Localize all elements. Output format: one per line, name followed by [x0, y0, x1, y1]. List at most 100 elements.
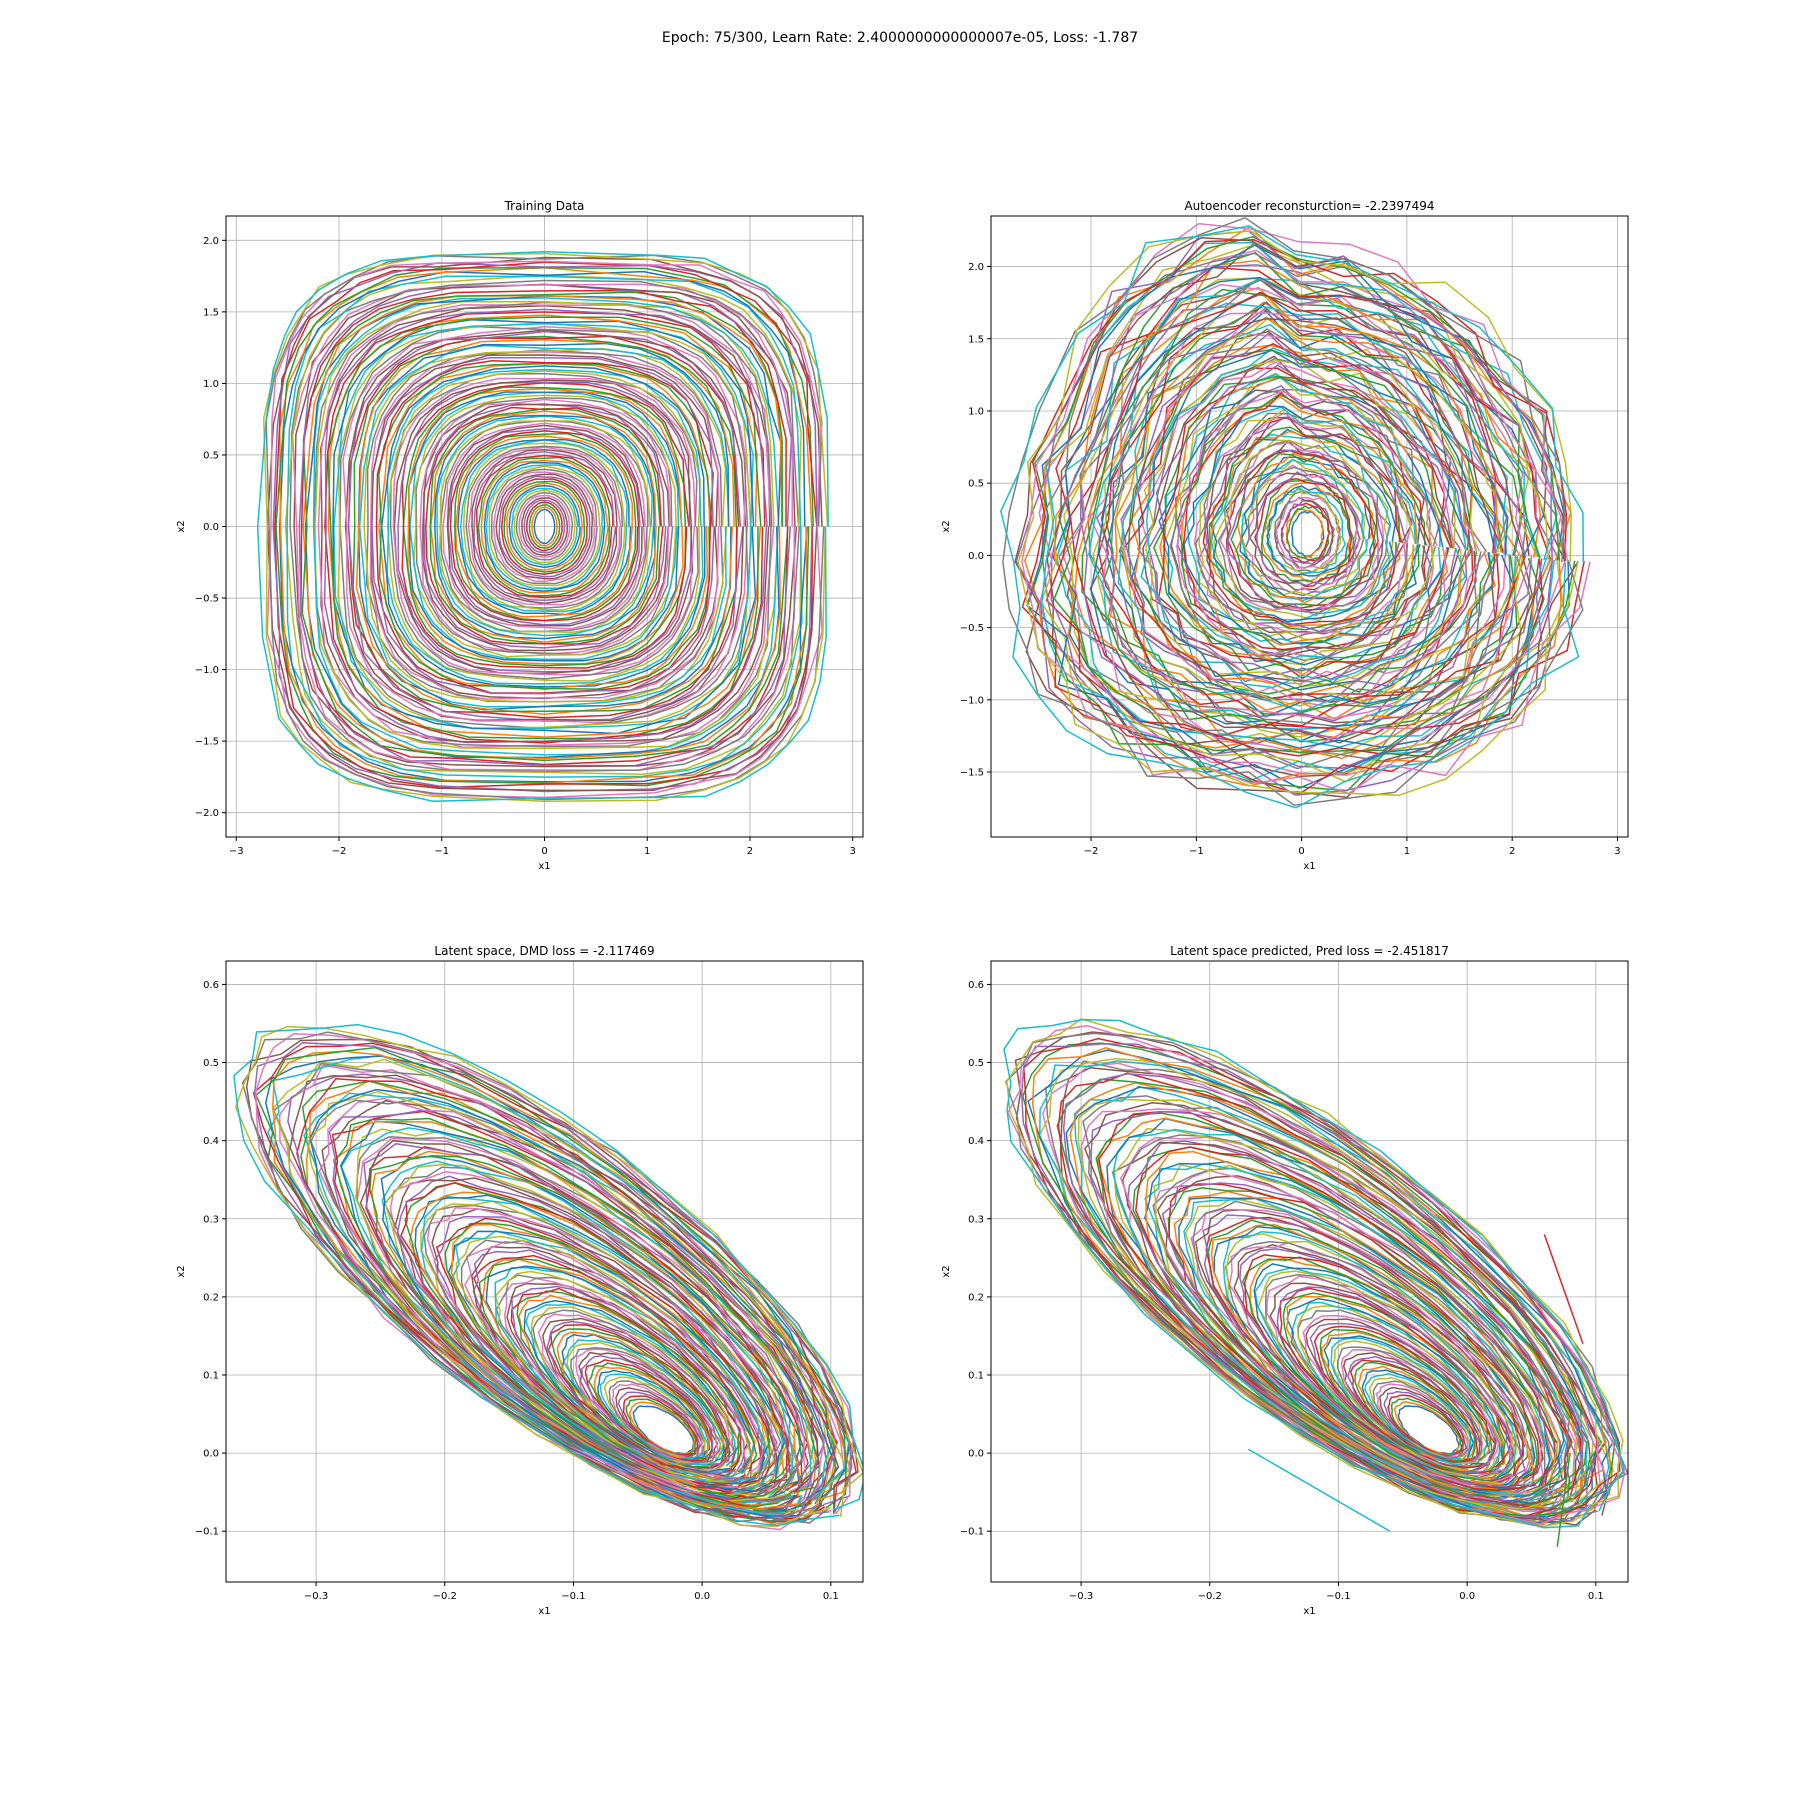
x-tick-label: 0 — [541, 846, 547, 857]
x-axis-label: x1 — [1303, 861, 1315, 872]
orbit-line — [1184, 1197, 1551, 1495]
orbit-line — [1014, 237, 1579, 799]
orbit-line — [1336, 1346, 1483, 1467]
x-tick-label: 0 — [1298, 846, 1304, 857]
x-tick-label: −1 — [434, 846, 449, 857]
subplot-title: Latent space predicted, Pred loss = -2.4… — [1170, 944, 1449, 958]
orbit-line — [256, 251, 829, 802]
orbit-line — [500, 478, 589, 575]
y-tick-label: 0.5 — [968, 479, 984, 490]
orbit-line — [386, 370, 701, 682]
orbit-line — [1230, 453, 1377, 607]
subplot-1: −3 −2 −1 0 1 2 3 −2.0 −1.5 −1.0 −0.5 0.0 0.5 1.0 1.5 2.… — [176, 199, 864, 872]
orbit-line — [449, 430, 640, 622]
orbit-line — [1087, 301, 1512, 728]
orbit-line — [344, 329, 747, 722]
orbit-line — [462, 442, 626, 611]
orbit-line — [1040, 244, 1564, 783]
x-tick-label: 3 — [1614, 846, 1620, 857]
x-tick-label: −0.2 — [1198, 1591, 1222, 1602]
x-tick-label: 0.1 — [1588, 1591, 1604, 1602]
y-tick-label: 0.0 — [203, 1449, 219, 1460]
orbit-line — [363, 347, 728, 703]
orbit-line — [393, 379, 694, 675]
orbit-line — [1053, 251, 1545, 754]
y-axis-label: x2 — [176, 520, 187, 532]
orbit-line — [483, 461, 606, 592]
orbit-line — [1152, 375, 1454, 672]
y-tick-label: −1.5 — [960, 768, 984, 779]
orbit-line — [1142, 355, 1461, 683]
orbit-line — [381, 1160, 794, 1502]
orbit-line — [1176, 393, 1426, 652]
orbit-line — [1120, 332, 1486, 708]
orbit-line — [266, 260, 823, 799]
orbit-line — [278, 270, 808, 783]
orbit-line — [442, 422, 646, 630]
orbit-line — [422, 402, 670, 652]
orbit-line — [1210, 428, 1396, 623]
orbit-line — [425, 406, 664, 645]
y-tick-label: 0.5 — [203, 1058, 219, 1069]
y-tick-label: −1.5 — [195, 737, 219, 748]
y-tick-label: 0.3 — [968, 1214, 984, 1225]
orbit-line — [359, 1139, 809, 1508]
axes-frame — [990, 215, 1629, 838]
orbit-line — [1058, 278, 1531, 755]
orbit-line — [1178, 1196, 1551, 1492]
orbit-line — [1153, 1163, 1560, 1499]
orbit-line — [1387, 1394, 1464, 1457]
orbit-line — [327, 316, 762, 740]
y-tick-label: 1.5 — [203, 307, 219, 318]
y-axis-label: x2 — [176, 1265, 187, 1277]
orbit-lines — [233, 1023, 863, 1531]
orbit-line — [378, 362, 711, 691]
orbit-line — [1000, 225, 1585, 809]
orbit-line — [317, 304, 775, 749]
orbit-line — [375, 359, 714, 694]
orbit-line — [1254, 478, 1353, 588]
orbit-line — [1003, 1018, 1625, 1529]
orbit-line — [1017, 230, 1579, 797]
orbit-line — [1260, 481, 1353, 583]
orbit-line — [355, 1128, 816, 1503]
orbit-line — [1275, 496, 1341, 570]
orbit-line — [401, 381, 690, 669]
orbit-line — [494, 1266, 755, 1482]
orbit-line — [1127, 348, 1478, 695]
orbit-line — [1266, 1275, 1513, 1478]
x-tick-label: −1 — [1189, 846, 1204, 857]
orbit-line — [333, 322, 754, 730]
orbit-line — [1319, 1328, 1493, 1469]
orbit-line — [1002, 216, 1584, 806]
subplot-title: Autoencoder reconsturction= -2.2397494 — [1184, 199, 1434, 213]
orbit-line — [314, 300, 779, 750]
y-tick-label: −0.1 — [960, 1527, 984, 1538]
subplot-2: −2 −1 0 1 2 3 −1.5 −1.0 −0.5 0.0 0.5 1.0 1.5 2.0 Autoe… — [941, 199, 1629, 872]
orbit-line — [1196, 407, 1420, 642]
orbit-line — [490, 468, 598, 585]
orbit-line — [274, 261, 818, 789]
orbit-line — [1280, 499, 1336, 565]
x-tick-label: −0.3 — [304, 1591, 328, 1602]
orbit-line — [1323, 1335, 1491, 1469]
x-tick-label: 2 — [747, 846, 753, 857]
orbit-line — [537, 1313, 735, 1473]
orbit-line — [1088, 302, 1517, 730]
orbit-line — [262, 252, 829, 802]
orbit-line — [289, 279, 801, 773]
orbit-line — [1186, 406, 1419, 645]
orbit-line — [447, 1230, 771, 1488]
orbit-line — [531, 506, 559, 547]
x-tick-label: 0.0 — [1459, 1591, 1475, 1602]
y-tick-label: 0.6 — [968, 980, 984, 991]
y-tick-label: −0.1 — [195, 1527, 219, 1538]
orbit-line — [304, 295, 782, 759]
orbit-line — [298, 283, 793, 767]
orbit-line — [480, 459, 609, 594]
orbit-line — [1052, 276, 1552, 756]
orbit-line — [1249, 1257, 1522, 1483]
orbit-line — [302, 294, 783, 760]
orbit-line — [371, 356, 715, 695]
orbit-line — [301, 291, 789, 762]
